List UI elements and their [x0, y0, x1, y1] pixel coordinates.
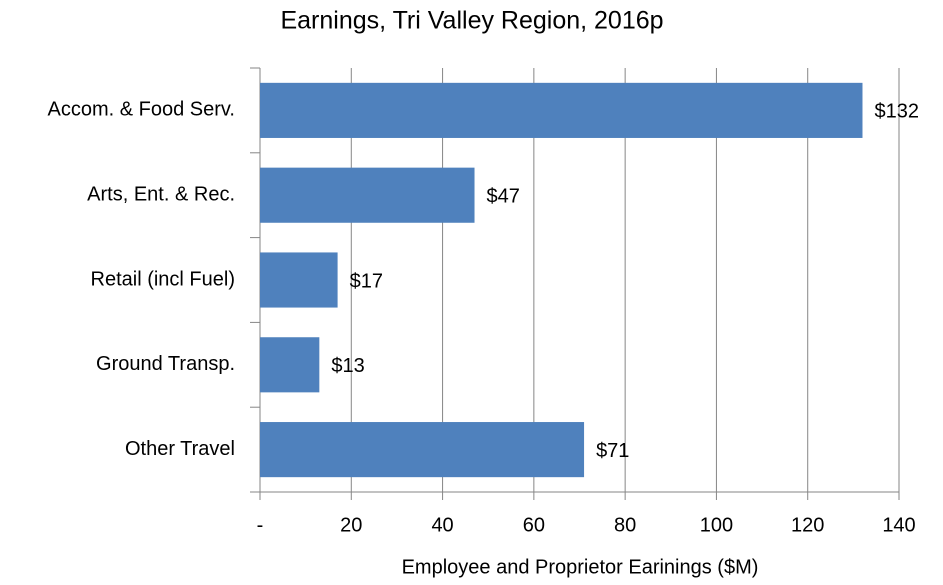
bar — [260, 337, 320, 393]
bar — [260, 422, 585, 478]
x-tick-label: 100 — [700, 514, 733, 536]
bar — [260, 252, 338, 308]
x-tick-label: 140 — [882, 514, 915, 536]
x-tick-label: - — [257, 514, 264, 536]
bar — [260, 167, 475, 223]
data-label: $132 — [874, 101, 919, 123]
bar — [260, 82, 863, 138]
x-tick-label: 80 — [614, 514, 636, 536]
x-tick-label: 120 — [791, 514, 824, 536]
x-tick-label: 40 — [431, 514, 453, 536]
y-tick-label: Ground Transp. — [96, 353, 235, 375]
chart-title: Earnings, Tri Valley Region, 2016p — [280, 7, 663, 35]
data-label: $71 — [596, 440, 629, 462]
y-tick-label: Retail (incl Fuel) — [91, 268, 235, 290]
data-label: $47 — [487, 185, 520, 207]
x-tick-label: 20 — [340, 514, 362, 536]
y-tick-label: Other Travel — [125, 438, 235, 460]
y-tick-label: Accom. & Food Serv. — [48, 99, 235, 121]
y-tick-label: Arts, Ent. & Rec. — [87, 183, 235, 205]
x-tick-label: 60 — [523, 514, 545, 536]
data-label: $13 — [331, 355, 364, 377]
data-label: $17 — [350, 270, 383, 292]
x-axis-label: Employee and Proprietor Earinings ($M) — [402, 556, 759, 578]
